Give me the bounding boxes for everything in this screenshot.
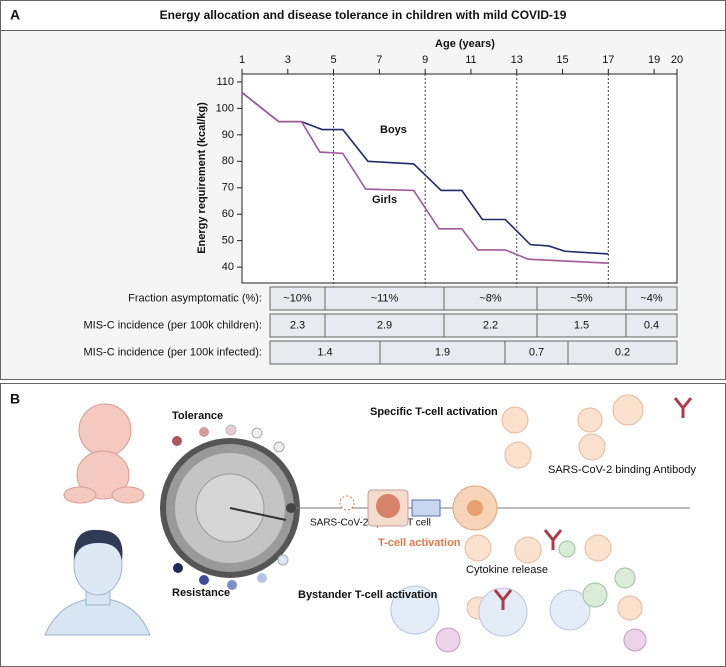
x-tick-label: 5 xyxy=(331,54,337,66)
row-label: Fraction asymptomatic (%): xyxy=(128,292,262,304)
man-illustration xyxy=(44,529,151,636)
t-cell-activation-illustration xyxy=(339,485,498,531)
t-cell-activation-label: T-cell activation xyxy=(378,537,461,549)
cell-value: 2.9 xyxy=(377,319,392,331)
specific-activation-label: Specific T-cell activation xyxy=(370,406,498,418)
series-line xyxy=(241,91,609,255)
row-label: MIS-C incidence (per 100k infected): xyxy=(83,346,262,358)
row-label: MIS-C incidence (per 100k children): xyxy=(83,319,262,331)
cell-value: 1.5 xyxy=(574,319,589,331)
resistance-label: Resistance xyxy=(172,587,230,599)
x-axis-label: Age (years) xyxy=(435,38,495,50)
x-tick-label: 19 xyxy=(648,54,660,66)
table-cell xyxy=(625,313,678,338)
tolerance-label: Tolerance xyxy=(172,410,223,422)
cell-value: ~10% xyxy=(283,292,312,304)
cell-value: 0.2 xyxy=(615,346,630,358)
antibody-label: SARS-CoV-2 binding Antibody xyxy=(548,464,696,476)
cell-value: ~4% xyxy=(640,292,663,304)
y-tick-label: 100 xyxy=(216,102,234,114)
x-tick-label: 3 xyxy=(285,54,291,66)
bystander-label: Bystander T-cell activation xyxy=(298,589,438,601)
series-label: Girls xyxy=(372,194,397,206)
cell-value: 0.7 xyxy=(529,346,544,358)
cytokine-label: Cytokine release xyxy=(466,564,548,576)
x-tick-label: 7 xyxy=(376,54,382,66)
cell-value: 2.2 xyxy=(483,319,498,331)
x-tick-label: 1 xyxy=(239,54,245,66)
y-tick-label: 40 xyxy=(222,261,234,273)
cell-value: ~11% xyxy=(371,292,399,304)
x-tick-label: 20 xyxy=(671,54,683,66)
table-cell xyxy=(625,286,678,311)
dial-dots xyxy=(172,424,296,590)
cell-value: ~5% xyxy=(570,292,593,304)
panel-label: B xyxy=(10,391,20,407)
cell-value: ~8% xyxy=(479,292,502,304)
x-tick-label: 9 xyxy=(422,54,428,66)
y-tick-label: 50 xyxy=(222,235,234,247)
dial xyxy=(160,438,300,578)
x-tick-label: 17 xyxy=(602,54,614,66)
y-tick-label: 80 xyxy=(222,155,234,167)
cell-value: 1.9 xyxy=(435,346,450,358)
cell-value: 0.4 xyxy=(644,319,659,331)
x-tick-label: 13 xyxy=(511,54,523,66)
cells xyxy=(464,394,644,621)
table-cell xyxy=(567,340,678,365)
x-tick-label: 15 xyxy=(556,54,568,66)
x-tick-label: 11 xyxy=(465,54,476,66)
plot-area xyxy=(241,73,678,284)
y-axis-label: Energy requirement (kcal/kg) xyxy=(196,102,208,254)
y-tick-label: 60 xyxy=(222,208,234,220)
panel-title: Energy allocation and disease tolerance … xyxy=(160,8,567,22)
panel-label: A xyxy=(10,7,20,23)
cell-value: 1.4 xyxy=(317,346,332,358)
baby-illustration xyxy=(63,403,145,504)
panel-a-header xyxy=(0,0,726,31)
cell-value: 2.3 xyxy=(290,319,305,331)
y-tick-label: 90 xyxy=(222,129,234,141)
series-label: Boys xyxy=(380,124,407,136)
series-line xyxy=(241,91,609,264)
bystander-cells xyxy=(390,397,693,653)
y-tick-label: 70 xyxy=(222,182,234,194)
y-tick-label: 110 xyxy=(216,76,234,88)
